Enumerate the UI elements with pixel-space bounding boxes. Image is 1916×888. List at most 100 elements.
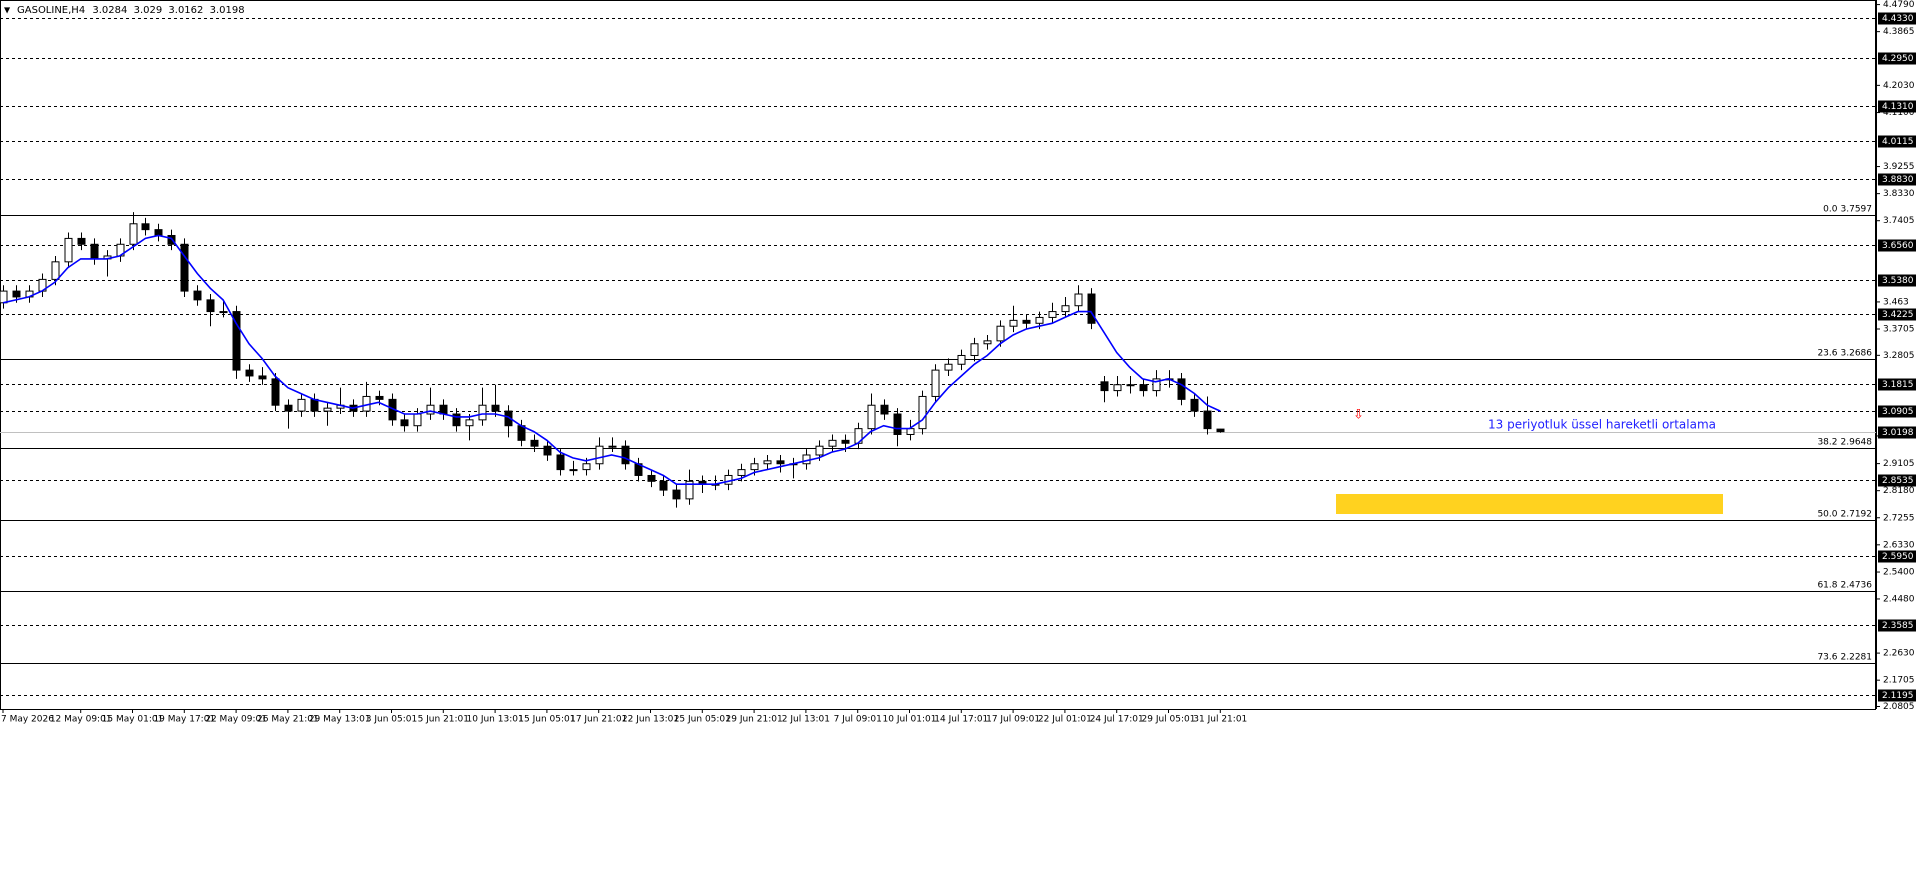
candle-body — [323, 407, 332, 412]
y-tick-label: 4.2030 — [1883, 81, 1915, 91]
candle-body — [12, 290, 21, 298]
header: GASOLINE,H4 3.0284 3.029 3.0162 3.0198 — [17, 5, 245, 16]
x-tick-label: 12 May 09:01 — [50, 715, 112, 725]
candle-body — [828, 439, 837, 447]
candle-body — [1203, 410, 1212, 430]
level-label-bg — [1878, 378, 1916, 391]
fib-price: 2.7192 — [1841, 509, 1873, 519]
candle-body — [1087, 293, 1096, 324]
fib-price: 2.9648 — [1841, 437, 1873, 447]
y-tick-label: 4.1100 — [1883, 108, 1915, 118]
candle-body — [957, 354, 966, 365]
candle-body — [297, 398, 306, 412]
level-label-bg — [1878, 550, 1916, 563]
candle-body — [284, 404, 293, 412]
header-high: 3.029 — [134, 5, 163, 16]
candle-body — [996, 325, 1005, 342]
candle-body — [452, 413, 461, 427]
x-tick-label: 15 Jun 05:01 — [518, 715, 575, 725]
candle-body — [400, 419, 409, 427]
x-tick-label: 24 Jul 17:01 — [1090, 715, 1144, 725]
candle-body — [1177, 378, 1186, 400]
candle-body — [608, 445, 617, 448]
candle-body — [504, 410, 513, 427]
fib-level: 73.6 — [1817, 652, 1837, 662]
x-tick-label: 19 May 17:01 — [153, 715, 215, 725]
level-label: 3.1815 — [1882, 380, 1914, 390]
sell-arrow: ⇩ — [1353, 408, 1364, 423]
fib-label: 61.8 2.4736 — [1817, 580, 1872, 590]
candle-body — [595, 445, 604, 465]
x-tick-label: 22 Jun 13:01 — [622, 715, 679, 725]
candle-body — [232, 311, 241, 371]
candle-body — [90, 243, 99, 260]
x-tick-label: 25 Jun 05:01 — [674, 715, 731, 725]
candle-body — [77, 237, 86, 245]
x-tick-label: 10 Jun 13:01 — [467, 715, 524, 725]
level-label: 4.2950 — [1882, 54, 1914, 64]
candle-body — [491, 404, 500, 412]
candle-body — [1061, 305, 1070, 313]
candle-body — [413, 413, 422, 427]
y-tick-label: 2.6330 — [1883, 540, 1915, 550]
highlight-zone — [1336, 494, 1723, 514]
x-tick-label: 17 Jul 09:01 — [986, 715, 1040, 725]
x-tick-label: 5 Jun 21:01 — [418, 715, 469, 725]
y-tick-label: 2.5400 — [1883, 568, 1915, 578]
level-label-bg — [1878, 12, 1916, 25]
level-label: 2.5950 — [1882, 552, 1914, 562]
header-open: 3.0284 — [92, 5, 127, 16]
level-label-bg — [1878, 239, 1916, 252]
candle-body — [1139, 384, 1148, 392]
candle-body — [1126, 384, 1135, 387]
candle-body — [219, 311, 228, 314]
candle-body — [983, 340, 992, 345]
candle-body — [1216, 428, 1225, 433]
candle-body — [310, 398, 319, 412]
fib-price: 2.2281 — [1841, 652, 1873, 662]
x-tick-label: 7 May 2026 — [1, 715, 54, 725]
x-tick-label: 2 Jul 13:01 — [782, 715, 830, 725]
candle-body — [1113, 384, 1122, 392]
level-label-bg — [1878, 689, 1916, 702]
y-tick-label: 3.2805 — [1883, 351, 1915, 361]
level-label-bg — [1878, 274, 1916, 287]
candle-body — [621, 445, 630, 465]
y-tick-label: 3.9255 — [1883, 162, 1915, 172]
y-tick-label: 2.1705 — [1883, 676, 1915, 686]
y-tick-label: 3.7405 — [1883, 216, 1915, 226]
header-low: 3.0162 — [168, 5, 203, 16]
candle-body — [0, 290, 8, 304]
candle-body — [880, 404, 889, 415]
candle-body — [1190, 398, 1199, 412]
current-price-label: 3.0198 — [1882, 428, 1914, 438]
y-tick-label: 3.8330 — [1883, 189, 1915, 199]
level-label-bg — [1878, 135, 1916, 148]
candle-body — [815, 445, 824, 456]
x-tick-label: 31 Jul 21:01 — [1193, 715, 1247, 725]
candle-body — [647, 474, 656, 482]
current-price-bg — [1878, 426, 1916, 439]
candle-body — [465, 419, 474, 427]
x-tick-label: 15 May 01:01 — [102, 715, 164, 725]
fib-level: 50.0 — [1817, 509, 1837, 519]
y-tick-label: 4.4790 — [1883, 0, 1915, 10]
candle-body — [206, 299, 215, 313]
fib-label: 50.0 2.7192 — [1817, 509, 1872, 519]
candle-body — [737, 469, 746, 476]
fib-label: 0.0 3.7597 — [1823, 204, 1872, 214]
candle-body — [970, 343, 979, 356]
x-tick-label: 14 Jul 17:01 — [934, 715, 988, 725]
y-tick-label: 2.7255 — [1883, 513, 1915, 523]
level-label: 2.8535 — [1882, 476, 1914, 486]
annotation: 13 periyotluk üssel hareketli ortalama — [1488, 418, 1716, 432]
level-label: 3.0905 — [1882, 407, 1914, 417]
candle-body — [180, 243, 189, 292]
x-tick-label: 17 Jun 21:01 — [570, 715, 627, 725]
candle-body — [918, 395, 927, 430]
candle-body — [543, 445, 552, 456]
candle-body — [776, 460, 785, 465]
x-tick-label: 29 Jul 05:01 — [1142, 715, 1196, 725]
candle-body — [141, 223, 150, 231]
